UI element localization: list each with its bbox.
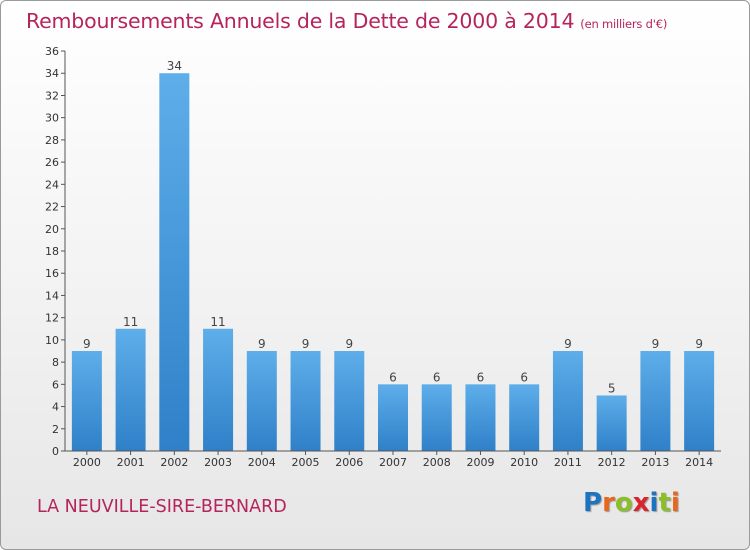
data-label: 11 bbox=[123, 315, 138, 329]
chart-title: Remboursements Annuels de la Dette de 20… bbox=[26, 9, 667, 33]
data-label: 6 bbox=[433, 370, 441, 384]
y-tick-label: 26 bbox=[45, 156, 59, 169]
bar-2000 bbox=[71, 351, 102, 451]
x-tick-label: 2012 bbox=[598, 456, 626, 469]
bar-2001 bbox=[115, 328, 146, 451]
bar-2010 bbox=[509, 384, 540, 451]
y-tick-label: 22 bbox=[45, 201, 59, 214]
x-axis: 2000 2001 2002 2003 2004 2005 2006 2007 2008 2009… bbox=[65, 450, 721, 469]
data-label: 34 bbox=[167, 59, 182, 73]
y-tick-label: 30 bbox=[45, 112, 59, 125]
x-tick-label: 2008 bbox=[423, 456, 451, 469]
y-tick-label: 36 bbox=[45, 45, 59, 58]
y-tick-label: 28 bbox=[45, 134, 59, 147]
data-label: 9 bbox=[83, 337, 91, 351]
y-tick-label: 18 bbox=[45, 245, 59, 258]
data-label: 9 bbox=[345, 337, 353, 351]
x-tick-label: 2014 bbox=[685, 456, 713, 469]
x-tick-label: 2005 bbox=[292, 456, 320, 469]
bar-2013 bbox=[640, 351, 671, 451]
y-tick-label: 6 bbox=[52, 378, 59, 391]
proxiti-logo[interactable]: Proxiti bbox=[583, 488, 680, 518]
y-tick-label: 8 bbox=[52, 356, 59, 369]
bar-2012 bbox=[596, 395, 627, 451]
bar-2003 bbox=[203, 328, 234, 451]
y-tick-label: 24 bbox=[45, 178, 59, 191]
y-tick-label: 32 bbox=[45, 89, 59, 102]
x-tick-label: 2009 bbox=[466, 456, 494, 469]
y-tick-label: 10 bbox=[45, 334, 59, 347]
bar-2009 bbox=[465, 384, 496, 451]
y-tick-label: 34 bbox=[45, 67, 59, 80]
data-label: 9 bbox=[652, 337, 660, 351]
y-tick-label: 0 bbox=[52, 445, 59, 458]
y-tick-label: 20 bbox=[45, 223, 59, 236]
data-label: 6 bbox=[389, 370, 397, 384]
y-tick-label: 12 bbox=[45, 312, 59, 325]
x-tick-label: 2004 bbox=[248, 456, 276, 469]
x-tick-label: 2006 bbox=[335, 456, 363, 469]
data-label: 5 bbox=[608, 381, 616, 395]
chart-title-text: Remboursements Annuels de la Dette de 20… bbox=[26, 9, 575, 33]
bar-2002 bbox=[159, 73, 190, 451]
bar-2008 bbox=[421, 384, 452, 451]
data-label: 9 bbox=[564, 337, 572, 351]
commune-name: LA NEUVILLE-SIRE-BERNARD bbox=[37, 497, 287, 517]
y-tick-label: 2 bbox=[52, 423, 59, 436]
bar-2005 bbox=[290, 351, 321, 451]
data-label: 6 bbox=[477, 370, 485, 384]
bars: 9 11 34 11 9 9 9 6 6 6 6 9 5 9 9 bbox=[71, 59, 715, 451]
bar-2006 bbox=[334, 351, 365, 451]
x-tick-label: 2013 bbox=[641, 456, 669, 469]
x-tick-label: 2003 bbox=[204, 456, 232, 469]
x-tick-label: 2010 bbox=[510, 456, 538, 469]
y-tick-label: 14 bbox=[45, 289, 59, 302]
chart-unit-note: (en milliers d'€) bbox=[580, 17, 668, 31]
bar-2014 bbox=[684, 351, 715, 451]
y-tick-label: 4 bbox=[52, 401, 59, 414]
x-tick-label: 2002 bbox=[160, 456, 188, 469]
x-tick-label: 2007 bbox=[379, 456, 407, 469]
data-label: 6 bbox=[520, 370, 528, 384]
data-label: 9 bbox=[695, 337, 703, 351]
data-label: 9 bbox=[258, 337, 266, 351]
x-tick-label: 2000 bbox=[73, 456, 101, 469]
y-tick-label: 16 bbox=[45, 267, 59, 280]
bar-2011 bbox=[552, 351, 583, 451]
x-tick-label: 2011 bbox=[554, 456, 582, 469]
bar-2007 bbox=[378, 384, 408, 451]
data-label: 11 bbox=[210, 315, 225, 329]
x-tick-label: 2001 bbox=[117, 456, 145, 469]
bar-2004 bbox=[246, 351, 277, 451]
data-label: 9 bbox=[302, 337, 310, 351]
